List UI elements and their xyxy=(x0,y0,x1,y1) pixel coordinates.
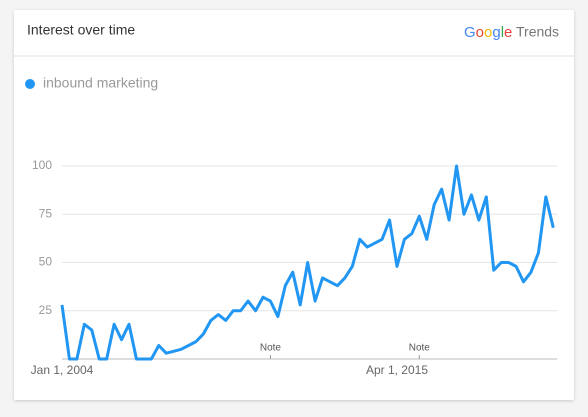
note-label: Note xyxy=(260,343,282,354)
x-tick-label: Jan 1, 2004 xyxy=(31,363,94,377)
card xyxy=(14,10,574,400)
series-line xyxy=(60,164,555,361)
y-tick-label: 75 xyxy=(39,206,53,220)
y-tick-label: 50 xyxy=(39,255,53,269)
brand-suffix: Trends xyxy=(516,24,559,40)
legend-label: inbound marketing xyxy=(43,75,158,91)
chart-title: Interest over time xyxy=(27,22,135,38)
y-tick-label: 25 xyxy=(39,303,53,317)
legend-marker xyxy=(25,79,35,89)
y-tick-label: 100 xyxy=(32,158,52,172)
note-label: Note xyxy=(409,343,431,354)
x-tick-label: Apr 1, 2015 xyxy=(366,363,428,377)
brand-logo: Google xyxy=(464,24,512,41)
